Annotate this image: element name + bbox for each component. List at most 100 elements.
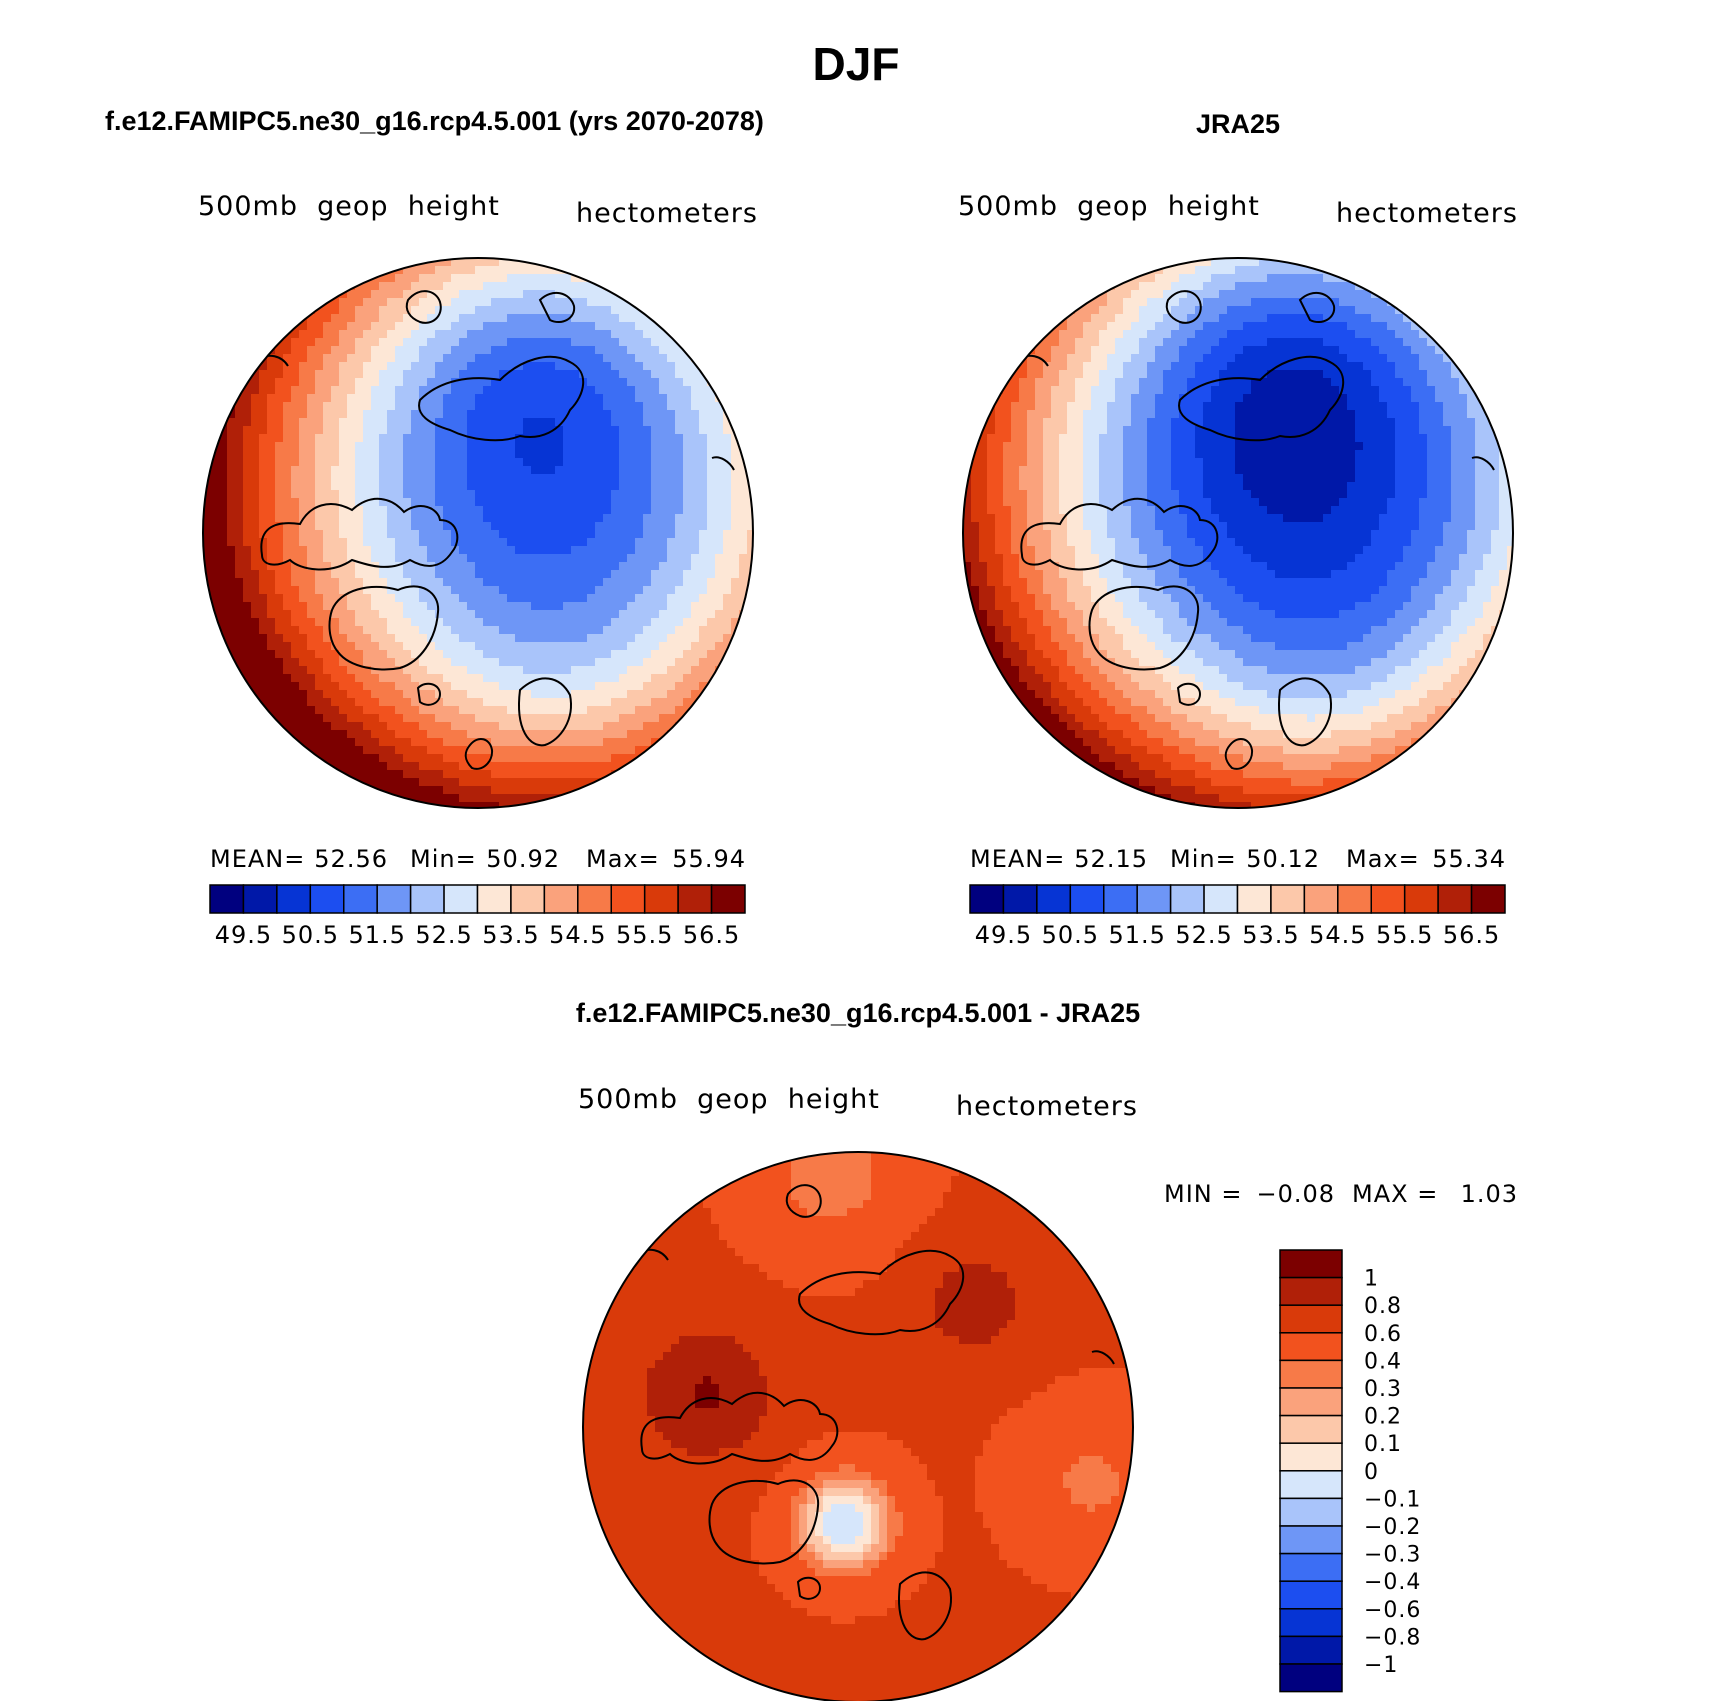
field-cell [659, 714, 668, 723]
field-cell [579, 794, 588, 803]
field-cell [1227, 322, 1236, 331]
field-cell [651, 330, 660, 339]
field-cell [443, 386, 452, 395]
field-cell [235, 554, 244, 563]
field-cell [371, 674, 380, 683]
field-cell [1219, 330, 1228, 339]
field-cell [1435, 370, 1444, 379]
field-cell [579, 706, 588, 715]
field-cell [635, 618, 644, 627]
field-cell [1363, 338, 1372, 347]
field-cell [403, 322, 412, 331]
field-cell [1291, 410, 1300, 419]
field-cell [579, 754, 588, 763]
field-cell [355, 322, 364, 331]
field-cell [555, 530, 564, 539]
field-cell [547, 594, 556, 603]
field-cell [571, 346, 580, 355]
field-cell [291, 442, 300, 451]
field-cell [483, 626, 492, 635]
field-cell [1107, 314, 1116, 323]
field-cell [675, 690, 684, 699]
field-cell [1211, 330, 1220, 339]
field-cell [219, 402, 228, 411]
field-cell [1275, 330, 1284, 339]
field-cell [435, 314, 444, 323]
field-cell [579, 722, 588, 731]
field-cell [635, 514, 644, 523]
field-cell [499, 450, 508, 459]
field-cell [587, 554, 596, 563]
field-cell [1267, 306, 1276, 315]
panel-obs-title: JRA25 [1196, 109, 1280, 139]
field-cell [683, 586, 692, 595]
field-cell [1259, 346, 1268, 355]
field-cell [243, 586, 252, 595]
field-cell [403, 370, 412, 379]
field-cell [243, 690, 252, 699]
field-cell [539, 650, 548, 659]
field-cell [659, 682, 668, 691]
field-cell [1115, 362, 1124, 371]
field-cell [411, 714, 420, 723]
field-cell [1475, 378, 1484, 387]
field-cell [643, 466, 652, 475]
field-cell [491, 530, 500, 539]
field-cell [1123, 410, 1132, 419]
field-cell [555, 682, 564, 691]
field-cell [579, 570, 588, 579]
field-cell [739, 626, 748, 635]
field-cell [363, 490, 372, 499]
field-cell [579, 770, 588, 779]
field-cell [507, 258, 516, 267]
field-cell [371, 746, 380, 755]
field-cell [1123, 330, 1132, 339]
field-cell [467, 754, 476, 763]
field-cell [419, 690, 428, 699]
field-cell [619, 338, 628, 347]
field-cell [1139, 338, 1148, 347]
field-cell [419, 674, 428, 683]
field-cell [723, 426, 732, 435]
field-cell [507, 418, 516, 427]
field-cell [651, 682, 660, 691]
field-cell [1371, 338, 1380, 347]
field-cell [619, 402, 628, 411]
field-cell [1283, 298, 1292, 307]
field-cell [1219, 370, 1228, 379]
field-cell [499, 594, 508, 603]
field-cell [643, 498, 652, 507]
field-cell [235, 594, 244, 603]
field-cell [371, 522, 380, 531]
field-cell [611, 754, 620, 763]
field-cell [595, 578, 604, 587]
field-cell [1035, 386, 1044, 395]
field-cell [475, 418, 484, 427]
field-cell [595, 354, 604, 363]
field-cell [611, 514, 620, 523]
field-cell [675, 610, 684, 619]
field-cell [435, 794, 444, 803]
field-cell [227, 386, 236, 395]
field-cell [1363, 402, 1372, 411]
field-cell [467, 306, 476, 315]
field-cell [499, 602, 508, 611]
field-cell [747, 594, 753, 603]
field-cell [395, 402, 404, 411]
field-cell [1371, 370, 1380, 379]
field-cell [643, 482, 652, 491]
field-cell [643, 650, 652, 659]
field-cell [387, 330, 396, 339]
field-cell [1019, 394, 1028, 403]
field-cell [299, 466, 308, 475]
field-cell [539, 306, 548, 315]
field-cell [1123, 338, 1132, 347]
field-cell [1339, 306, 1348, 315]
field-cell [603, 706, 612, 715]
field-cell [1275, 258, 1284, 267]
field-cell [491, 586, 500, 595]
field-cell [227, 634, 236, 643]
field-cell [603, 322, 612, 331]
field-cell [1339, 322, 1348, 331]
